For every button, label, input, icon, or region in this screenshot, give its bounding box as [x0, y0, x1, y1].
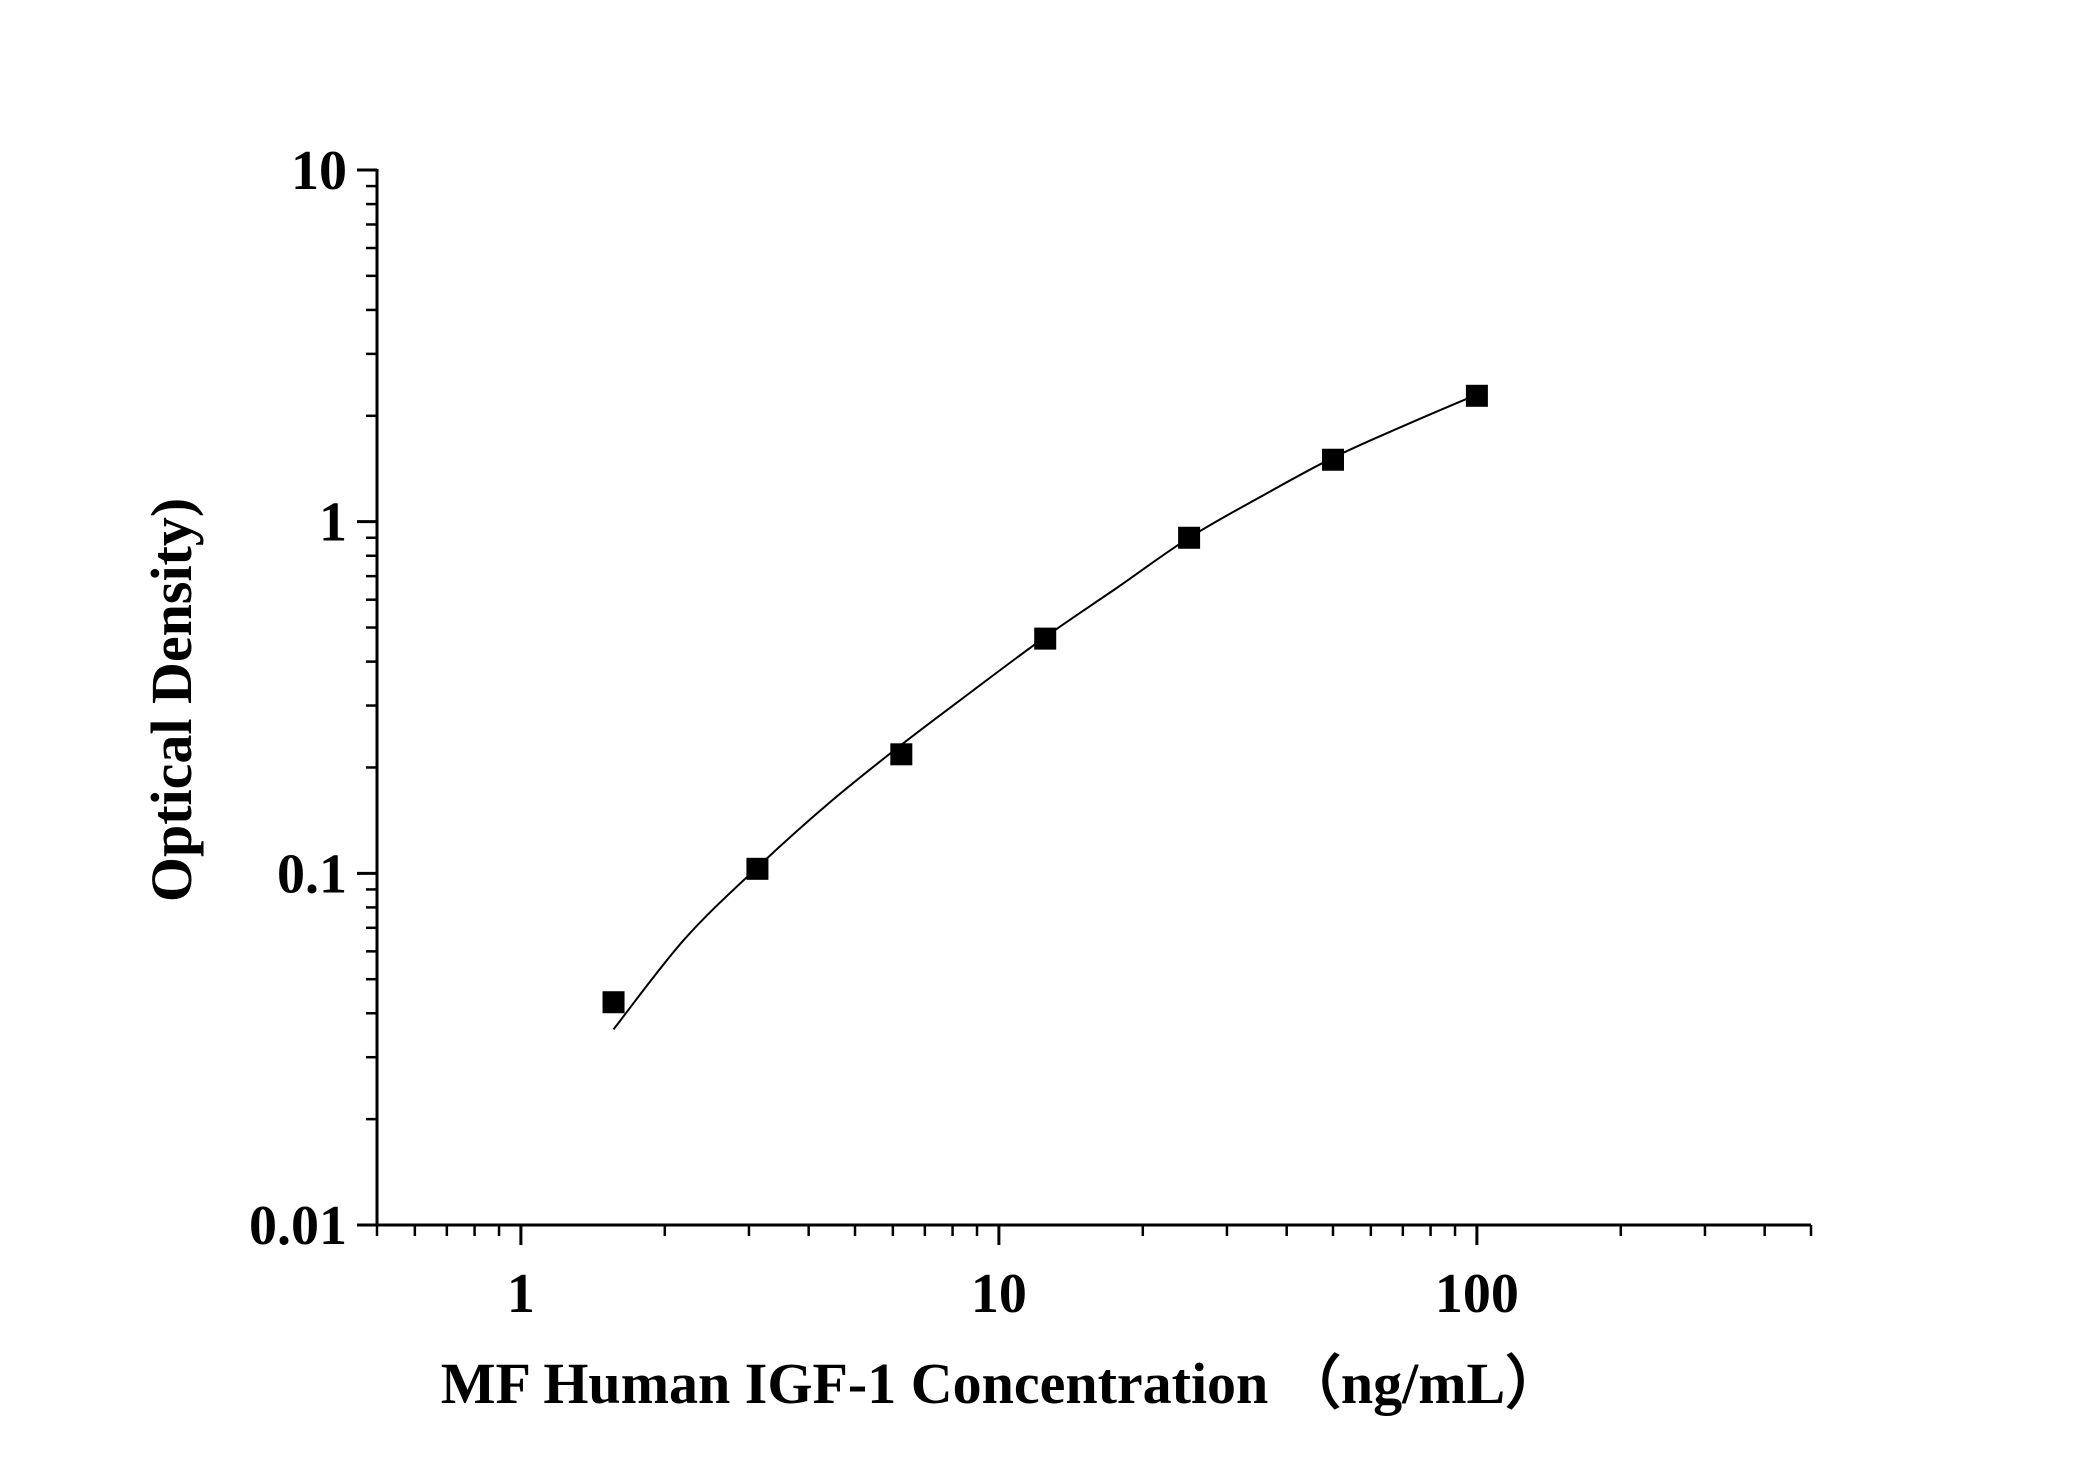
y-tick-label: 0.1 [277, 843, 347, 905]
data-point [1178, 526, 1201, 549]
axes [375, 169, 1811, 1227]
y-axis-title: Optical Density) [139, 498, 204, 902]
data-point [602, 991, 625, 1014]
x-tick-label: 1 [507, 1263, 535, 1325]
y-tick-label: 0.01 [249, 1195, 347, 1257]
fit-curve [612, 393, 1478, 1031]
data-point [1322, 448, 1344, 471]
y-tick-label: 10 [291, 140, 347, 202]
data-point [1034, 627, 1057, 650]
plot-area [602, 384, 1488, 1031]
tick-labels: 0.01 0.1 1 10 1 10 100 [249, 140, 1519, 1325]
ticks [357, 168, 1813, 1245]
x-tick-label: 100 [1435, 1263, 1519, 1325]
data-point [1465, 384, 1488, 407]
x-tick-label: 10 [971, 1263, 1027, 1325]
x-axis-title: MF Human IGF-1 Concentration （ng/mL） [441, 1351, 1563, 1416]
data-point [746, 857, 769, 880]
data-point [890, 743, 913, 766]
y-tick-label: 1 [319, 492, 347, 554]
